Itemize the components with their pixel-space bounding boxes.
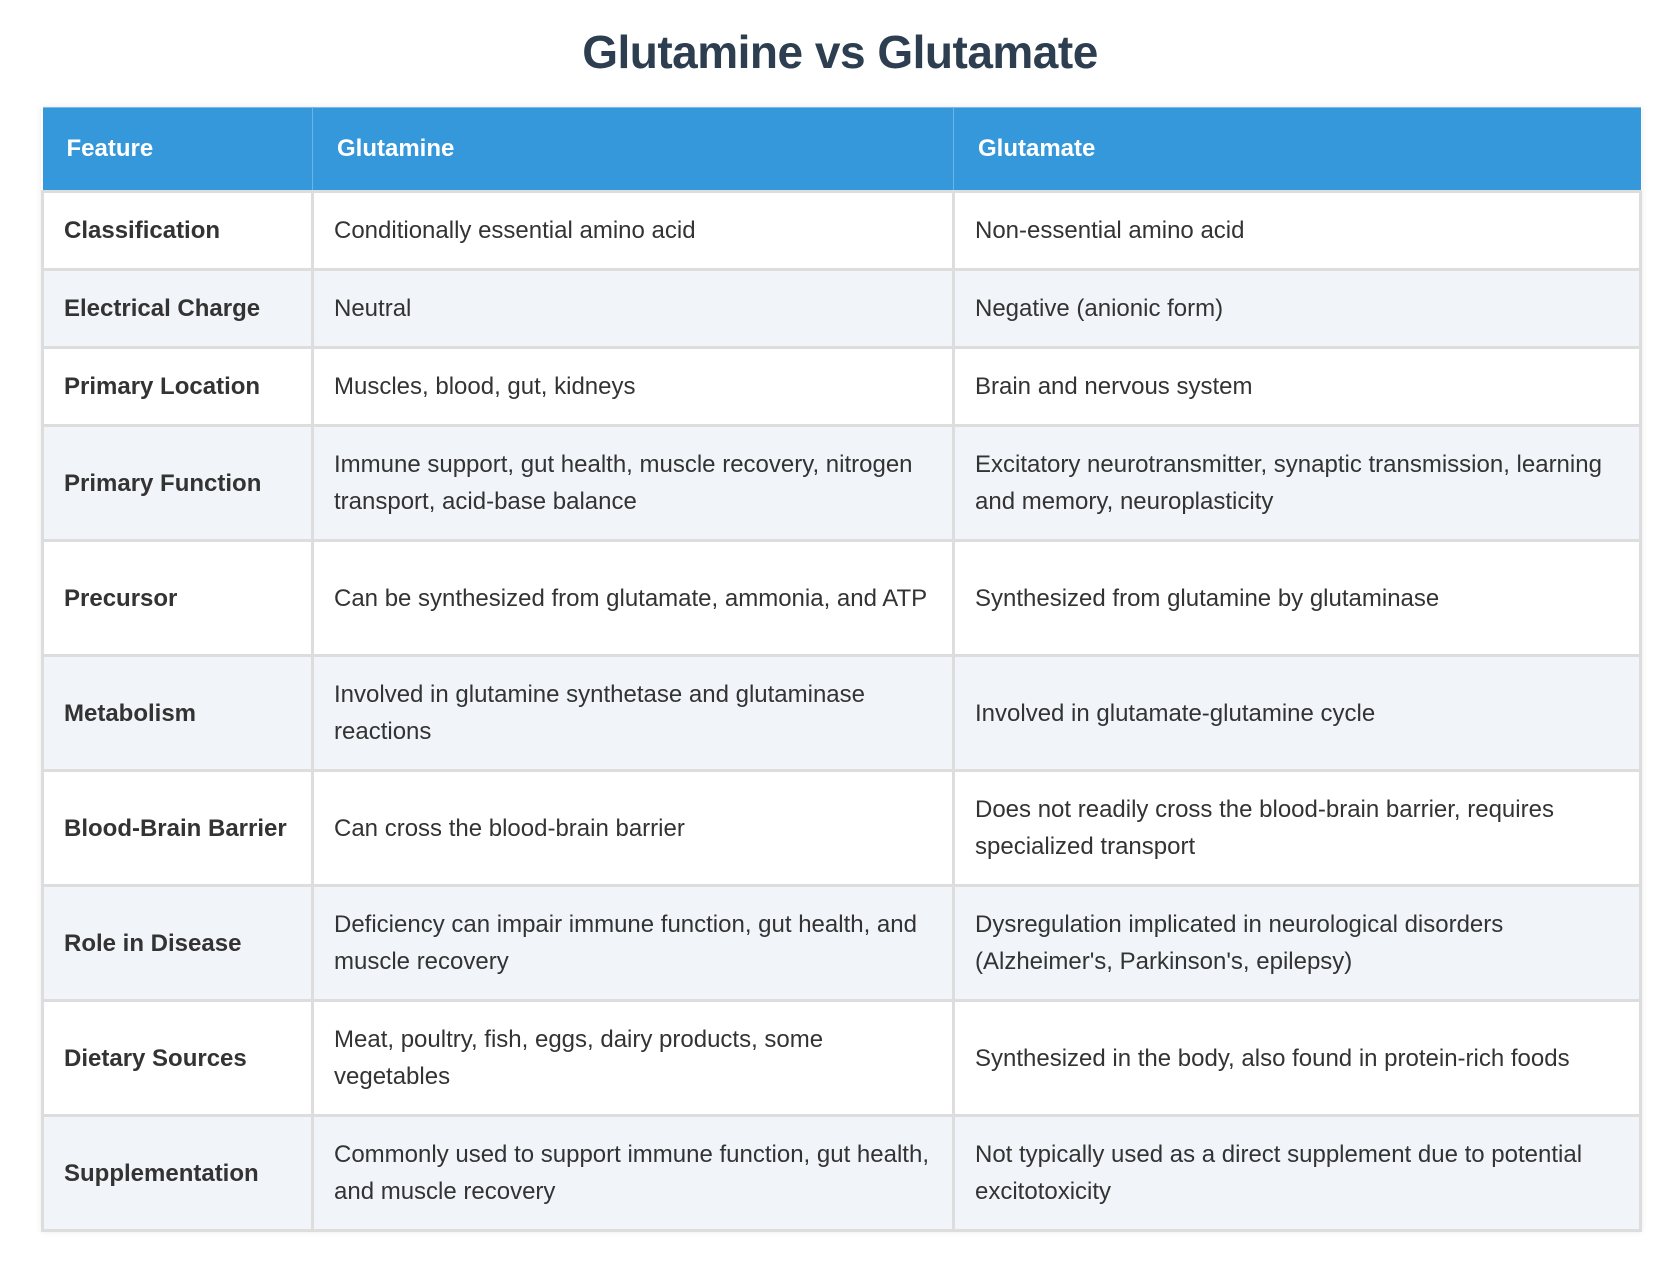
table-row: Supplementation Commonly used to support…: [41, 1114, 1642, 1232]
feature-cell: Role in Disease: [41, 884, 314, 1002]
glutamate-cell: Dysregulation implicated in neurological…: [952, 884, 1642, 1002]
table-header-row: Feature Glutamine Glutamate: [42, 107, 1641, 192]
glutamine-cell: Commonly used to support immune function…: [311, 1114, 955, 1232]
feature-cell: Supplementation: [41, 1114, 314, 1232]
feature-cell: Primary Function: [41, 424, 314, 542]
feature-cell: Metabolism: [41, 654, 314, 772]
glutamine-cell: Can cross the blood-brain barrier: [311, 769, 955, 887]
comparison-table: Feature Glutamine Glutamate Classificati…: [41, 107, 1642, 1232]
glutamine-cell: Muscles, blood, gut, kidneys: [311, 346, 955, 427]
feature-cell: Blood-Brain Barrier: [41, 769, 314, 887]
header-glutamate: Glutamate: [953, 107, 1641, 192]
table-row: Metabolism Involved in glutamine synthet…: [41, 654, 1642, 772]
glutamate-cell: Excitatory neurotransmitter, synaptic tr…: [952, 424, 1642, 542]
glutamate-cell: Synthesized from glutamine by glutaminas…: [952, 539, 1642, 657]
page-title: Glutamine vs Glutamate: [582, 26, 1098, 78]
table-row: Electrical Charge Neutral Negative (anio…: [41, 268, 1642, 349]
glutamine-cell: Involved in glutamine synthetase and glu…: [311, 654, 955, 772]
glutamine-cell: Deficiency can impair immune function, g…: [311, 884, 955, 1002]
glutamine-cell: Immune support, gut health, muscle recov…: [311, 424, 955, 542]
feature-cell: Dietary Sources: [41, 999, 314, 1117]
feature-cell: Precursor: [41, 539, 314, 657]
glutamate-cell: Non-essential amino acid: [952, 190, 1642, 271]
table-row: Primary Location Muscles, blood, gut, ki…: [41, 346, 1642, 427]
header-glutamine: Glutamine: [312, 107, 954, 192]
glutamate-cell: Does not readily cross the blood-brain b…: [952, 769, 1642, 887]
glutamine-cell: Meat, poultry, fish, eggs, dairy product…: [311, 999, 955, 1117]
glutamate-cell: Synthesized in the body, also found in p…: [952, 999, 1642, 1117]
table-row: Blood-Brain Barrier Can cross the blood-…: [41, 769, 1642, 887]
glutamate-cell: Negative (anionic form): [952, 268, 1642, 349]
table-row: Primary Function Immune support, gut hea…: [41, 424, 1642, 542]
glutamate-cell: Brain and nervous system: [952, 346, 1642, 427]
feature-cell: Primary Location: [41, 346, 314, 427]
glutamine-cell: Conditionally essential amino acid: [311, 190, 955, 271]
glutamate-cell: Involved in glutamate-glutamine cycle: [952, 654, 1642, 772]
table-row: Classification Conditionally essential a…: [41, 190, 1642, 271]
glutamate-cell: Not typically used as a direct supplemen…: [952, 1114, 1642, 1232]
feature-cell: Classification: [41, 190, 314, 271]
header-feature: Feature: [42, 107, 313, 192]
glutamine-cell: Neutral: [311, 268, 955, 349]
table-row: Precursor Can be synthesized from glutam…: [41, 539, 1642, 657]
feature-cell: Electrical Charge: [41, 268, 314, 349]
table-row: Dietary Sources Meat, poultry, fish, egg…: [41, 999, 1642, 1117]
glutamine-cell: Can be synthesized from glutamate, ammon…: [311, 539, 955, 657]
table-row: Role in Disease Deficiency can impair im…: [41, 884, 1642, 1002]
